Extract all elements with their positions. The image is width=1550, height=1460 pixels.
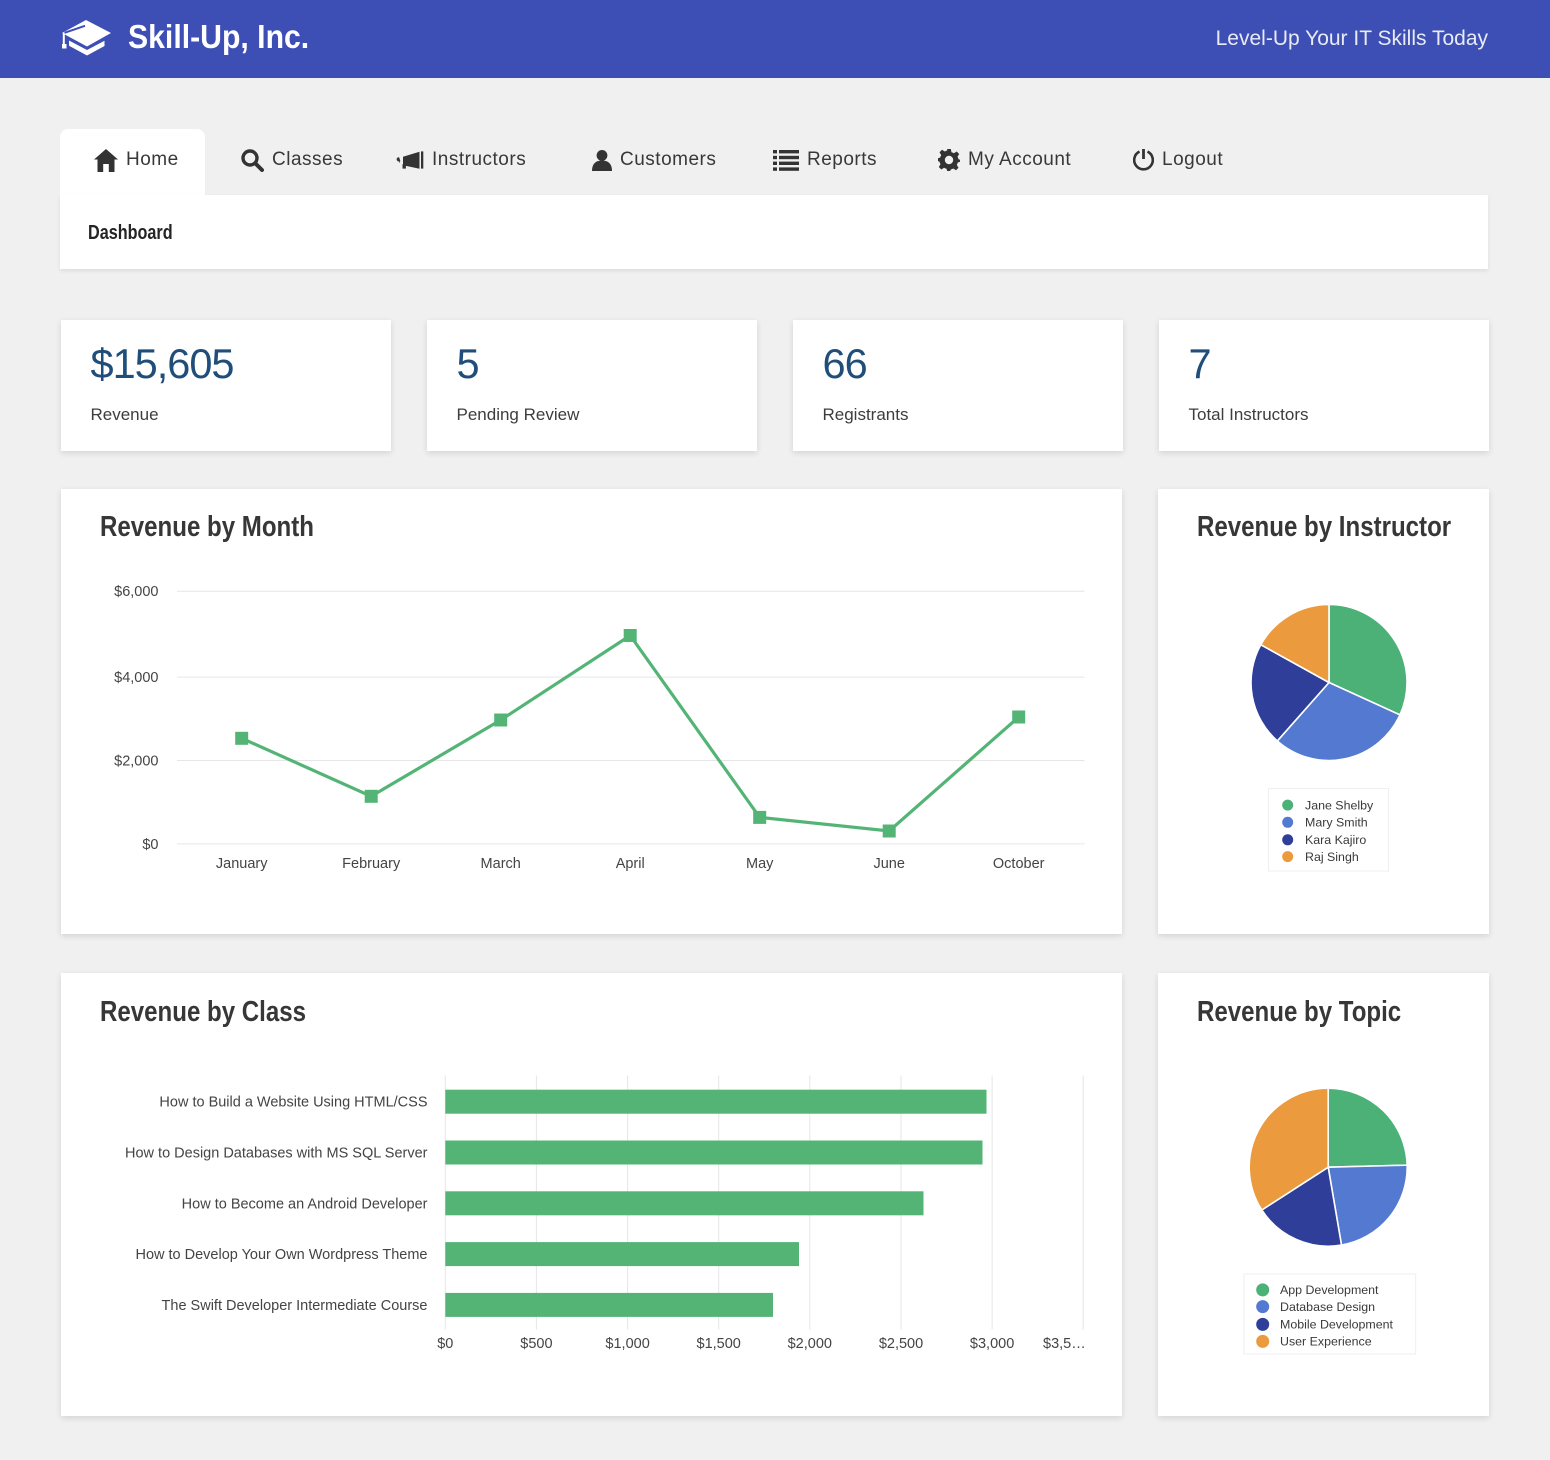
svg-text:Kara Kajiro: Kara Kajiro [1305, 833, 1366, 847]
svg-text:Mary Smith: Mary Smith [1305, 816, 1368, 830]
svg-text:$4,000: $4,000 [114, 670, 158, 686]
svg-text:March: March [480, 856, 520, 872]
svg-text:$0: $0 [437, 1336, 453, 1352]
svg-text:$1,000: $1,000 [605, 1336, 649, 1352]
svg-text:How to Develop Your Own Wordpr: How to Develop Your Own Wordpress Theme [135, 1247, 427, 1263]
svg-text:$1,500: $1,500 [696, 1336, 740, 1352]
svg-text:$0: $0 [142, 837, 158, 853]
svg-text:$3,000: $3,000 [969, 1336, 1013, 1352]
svg-text:$2,000: $2,000 [114, 754, 158, 770]
svg-text:Raj Singh: Raj Singh [1305, 850, 1359, 864]
svg-text:$6,000: $6,000 [114, 584, 158, 600]
svg-text:April: April [615, 856, 644, 872]
svg-text:How to Become an Android Devel: How to Become an Android Developer [181, 1196, 427, 1212]
svg-text:App Development: App Development [1280, 1283, 1379, 1297]
svg-text:How to Design Databases with M: How to Design Databases with MS SQL Serv… [125, 1145, 428, 1161]
svg-text:User Experience: User Experience [1280, 1334, 1372, 1348]
svg-text:Database Design: Database Design [1280, 1299, 1375, 1313]
svg-text:$3,5…: $3,5… [1043, 1336, 1086, 1352]
svg-text:June: June [873, 856, 904, 872]
svg-text:January: January [215, 856, 267, 872]
svg-text:February: February [342, 856, 401, 872]
svg-text:Mobile Development: Mobile Development [1280, 1317, 1394, 1331]
svg-text:October: October [992, 856, 1044, 872]
svg-text:The Swift Developer Intermedia: The Swift Developer Intermediate Course [161, 1297, 427, 1313]
svg-text:May: May [745, 856, 773, 872]
svg-text:$500: $500 [520, 1336, 552, 1352]
svg-text:How to Build a Website Using H: How to Build a Website Using HTML/CSS [159, 1094, 427, 1110]
svg-text:$2,000: $2,000 [787, 1336, 831, 1352]
svg-text:$2,500: $2,500 [878, 1336, 922, 1352]
svg-text:Jane Shelby: Jane Shelby [1305, 798, 1374, 812]
